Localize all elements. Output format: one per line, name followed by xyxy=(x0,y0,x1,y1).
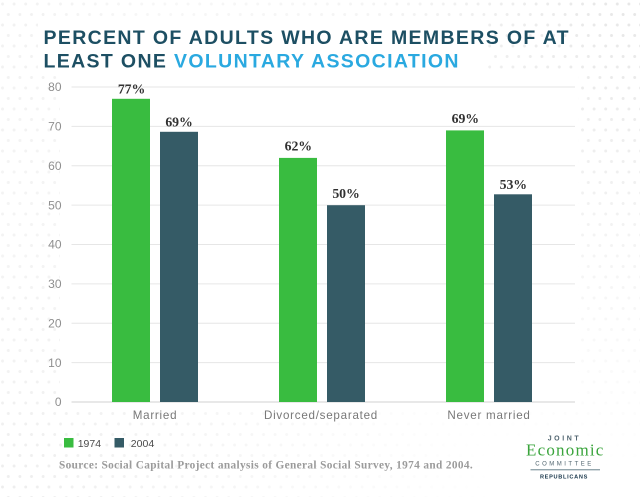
svg-text:77%: 77% xyxy=(118,82,145,97)
svg-text:1974: 1974 xyxy=(78,438,102,450)
svg-text:69%: 69% xyxy=(452,111,479,126)
svg-text:0: 0 xyxy=(55,395,62,409)
svg-text:69%: 69% xyxy=(165,114,192,129)
svg-text:30: 30 xyxy=(48,277,62,291)
svg-text:Never married: Never married xyxy=(447,409,530,422)
svg-text:20: 20 xyxy=(48,317,62,331)
svg-text:Divorced/separated: Divorced/separated xyxy=(264,409,378,422)
svg-text:50: 50 xyxy=(48,198,62,212)
svg-text:COMMITTEE: COMMITTEE xyxy=(535,461,594,467)
svg-text:REPUBLICANS: REPUBLICANS xyxy=(540,475,588,481)
svg-text:53%: 53% xyxy=(500,177,527,192)
svg-text:Source: Social Capital Project: Source: Social Capital Project analysis … xyxy=(59,460,473,472)
svg-text:62%: 62% xyxy=(285,138,312,153)
svg-text:70: 70 xyxy=(48,120,62,134)
svg-text:60: 60 xyxy=(48,159,62,173)
svg-text:40: 40 xyxy=(48,238,62,252)
svg-text:Economic: Economic xyxy=(526,441,605,460)
svg-text:Married: Married xyxy=(133,409,178,422)
svg-text:LEAST ONE VOLUNTARY ASSOCIATIO: LEAST ONE VOLUNTARY ASSOCIATION xyxy=(44,51,460,73)
svg-text:10: 10 xyxy=(48,356,62,370)
svg-text:50%: 50% xyxy=(332,186,359,201)
svg-text:PERCENT OF ADULTS WHO ARE MEMB: PERCENT OF ADULTS WHO ARE MEMBERS OF AT xyxy=(44,27,570,49)
svg-text:2004: 2004 xyxy=(131,438,155,450)
svg-text:80: 80 xyxy=(48,80,62,94)
svg-text:JOINT: JOINT xyxy=(548,436,582,443)
